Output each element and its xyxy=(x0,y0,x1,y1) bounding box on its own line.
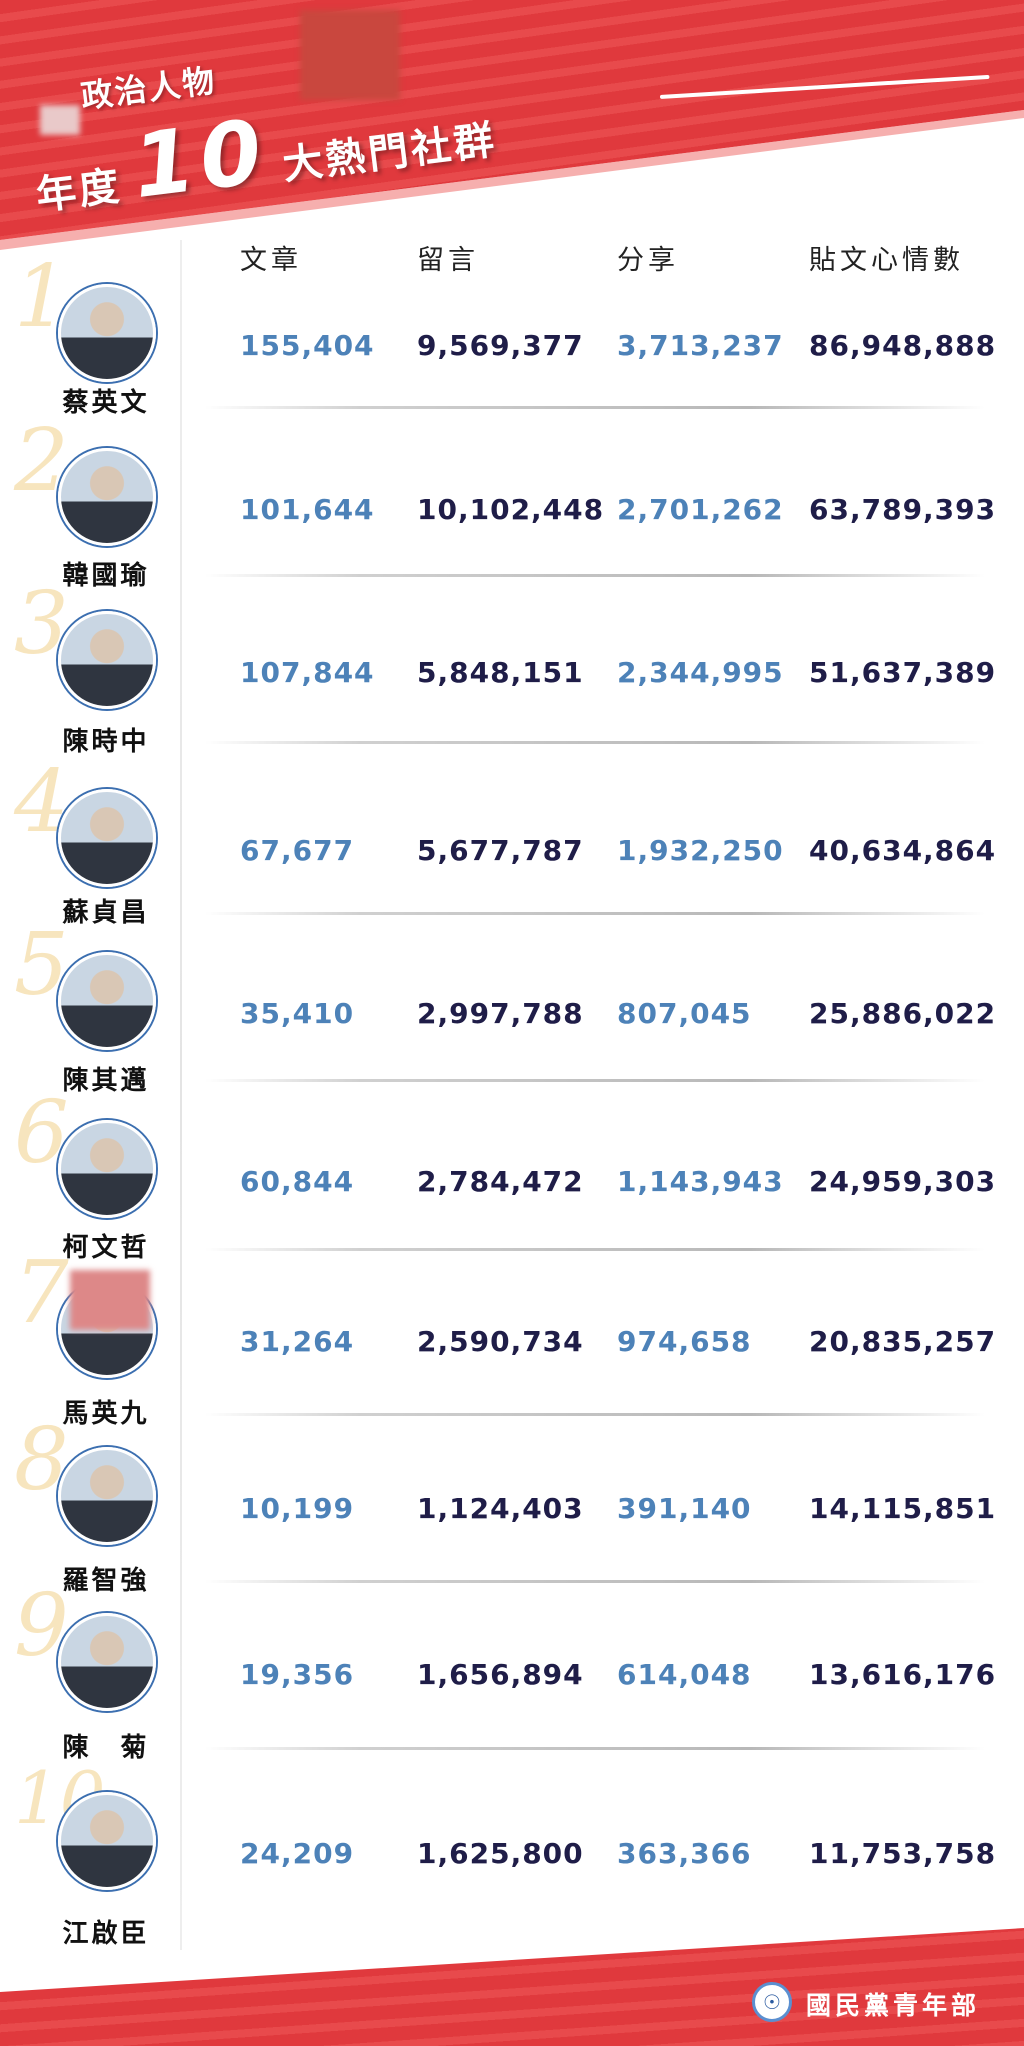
row-divider xyxy=(205,1248,985,1251)
table-cell: 24,959,303 xyxy=(809,1165,997,1198)
title-number: 10 xyxy=(127,99,274,219)
row-divider xyxy=(205,1747,985,1750)
footer-org: 國民黨青年部 xyxy=(806,1991,981,2020)
politician-name: 韓國瑜 xyxy=(62,561,150,591)
table-cell: 31,264 xyxy=(240,1325,355,1358)
table-cell: 101,644 xyxy=(240,493,375,526)
column-header-comments: 留言 xyxy=(417,245,479,276)
table-cell: 807,045 xyxy=(617,997,752,1030)
table-cell: 63,789,393 xyxy=(809,493,997,526)
table-cell: 1,932,250 xyxy=(617,834,784,867)
table-cell: 25,886,022 xyxy=(809,997,997,1030)
avatar xyxy=(58,284,156,382)
table-cell: 24,209 xyxy=(240,1837,355,1870)
table-cell: 2,997,788 xyxy=(417,997,584,1030)
table-cell: 1,625,800 xyxy=(417,1837,584,1870)
avatar xyxy=(58,1120,156,1218)
avatar xyxy=(58,611,156,709)
table-cell: 2,701,262 xyxy=(617,493,784,526)
avatar xyxy=(58,789,156,887)
politician-name: 馬英九 xyxy=(62,1399,150,1429)
table-cell: 10,199 xyxy=(240,1492,355,1525)
table-cell: 35,410 xyxy=(240,997,355,1030)
avatar xyxy=(58,952,156,1050)
politician-name: 羅智強 xyxy=(62,1566,150,1596)
politician-name: 江啟臣 xyxy=(62,1919,150,1949)
table-cell: 3,713,237 xyxy=(617,329,784,362)
table-cell: 614,048 xyxy=(617,1658,752,1691)
table-cell: 19,356 xyxy=(240,1658,355,1691)
table-cell: 1,656,894 xyxy=(417,1658,584,1691)
column-header-reactions: 貼文心情數 xyxy=(809,245,964,276)
table-cell: 5,848,151 xyxy=(417,656,584,689)
table-cell: 10,102,448 xyxy=(417,493,605,526)
table-cell: 40,634,864 xyxy=(809,834,997,867)
table-cell: 60,844 xyxy=(240,1165,355,1198)
table-cell: 86,948,888 xyxy=(809,329,997,362)
kmt-emblem-icon: ☉ xyxy=(752,1982,792,2022)
table-cell: 155,404 xyxy=(240,329,375,362)
row-divider xyxy=(205,1413,985,1416)
table-cell: 974,658 xyxy=(617,1325,752,1358)
table-cell: 1,124,403 xyxy=(417,1492,584,1525)
avatar xyxy=(58,1447,156,1545)
table-cell: 13,616,176 xyxy=(809,1658,997,1691)
politician-name: 陳其邁 xyxy=(62,1066,150,1096)
politician-name: 陳時中 xyxy=(62,727,150,757)
row-divider xyxy=(205,1079,985,1082)
table-cell: 363,366 xyxy=(617,1837,752,1870)
row-divider xyxy=(205,574,985,577)
column-header-shares: 分享 xyxy=(617,245,679,276)
table-cell: 51,637,389 xyxy=(809,656,997,689)
row-divider xyxy=(205,1580,985,1583)
row-divider xyxy=(205,406,985,409)
table-cell: 391,140 xyxy=(617,1492,752,1525)
table-cell: 5,677,787 xyxy=(417,834,584,867)
row-divider xyxy=(205,741,985,744)
table-cell: 1,143,943 xyxy=(617,1165,784,1198)
politician-name: 蔡英文 xyxy=(62,388,150,418)
table-cell: 11,753,758 xyxy=(809,1837,997,1870)
table-cell: 2,784,472 xyxy=(417,1165,584,1198)
blurred-region xyxy=(70,1270,150,1330)
avatar xyxy=(58,448,156,546)
politician-name: 柯文哲 xyxy=(62,1233,150,1263)
table-cell: 2,344,995 xyxy=(617,656,784,689)
table-cell: 107,844 xyxy=(240,656,375,689)
avatar xyxy=(58,1613,156,1711)
column-header-posts: 文章 xyxy=(240,245,302,276)
table-cell: 2,590,734 xyxy=(417,1325,584,1358)
vertical-divider xyxy=(180,240,182,1950)
row-divider xyxy=(205,912,985,915)
blurred-region xyxy=(300,10,400,100)
table-cell: 20,835,257 xyxy=(809,1325,997,1358)
blurred-region xyxy=(40,105,80,135)
title-prefix: 年度 xyxy=(33,163,125,220)
table-cell: 9,569,377 xyxy=(417,329,584,362)
table-cell: 67,677 xyxy=(240,834,355,867)
politician-name: 蘇貞昌 xyxy=(62,898,150,928)
avatar xyxy=(58,1792,156,1890)
politician-name: 陳 菊 xyxy=(62,1733,150,1763)
table-cell: 14,115,851 xyxy=(809,1492,997,1525)
